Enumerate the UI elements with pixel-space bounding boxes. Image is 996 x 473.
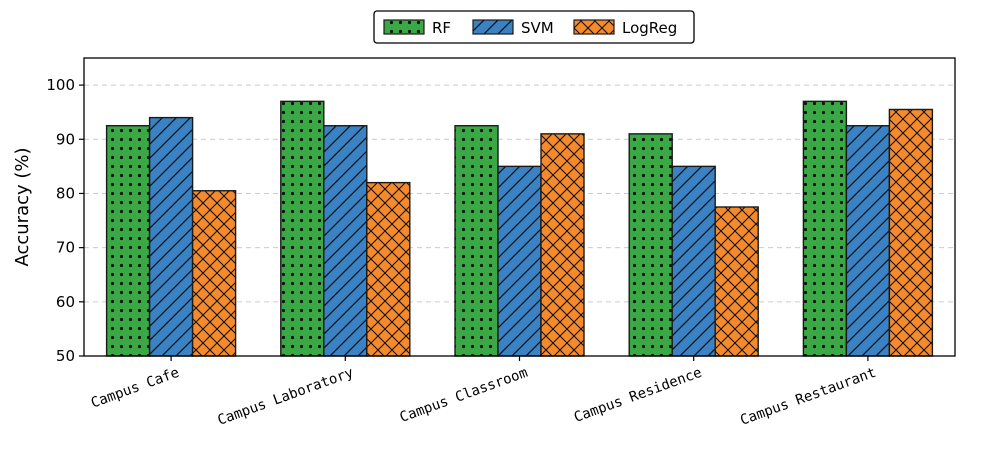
legend-label: RF: [432, 19, 451, 37]
y-tick-label: 100: [46, 76, 75, 94]
bars: [105, 100, 934, 357]
bar-hatch: [366, 181, 411, 357]
y-axis-title: Accuracy (%): [12, 147, 33, 266]
bar-logreg-1: [191, 190, 237, 357]
bar-hatch: [454, 125, 499, 357]
legend-box: [373, 10, 695, 44]
y-tick-label: 50: [56, 347, 75, 365]
bar-hatch: [714, 206, 759, 357]
bar-rf-1: [105, 125, 151, 357]
bar-hatch: [323, 125, 368, 357]
bar-svm-2: [323, 125, 368, 357]
bar-svm-3: [497, 165, 542, 357]
legend-item-svm: SVM: [472, 19, 554, 37]
bar-hatch: [628, 133, 673, 357]
bar-hatch: [671, 165, 716, 357]
x-tick-label: Campus Restaurant: [738, 365, 878, 429]
bar-hatch: [802, 100, 848, 357]
x-tick-label: Campus Cafe: [89, 365, 182, 412]
bar-hatch: [105, 125, 151, 357]
y-axis: 50 60 70 80 90 100: [46, 76, 84, 365]
legend: RF SVM LogReg: [373, 10, 695, 44]
bar-rf-2: [280, 100, 325, 357]
legend-label: LogReg: [622, 19, 677, 37]
y-tick-label: 80: [56, 184, 75, 202]
legend-item-rf: RF: [383, 19, 451, 37]
bar-svm-4: [671, 165, 716, 357]
bar-rf-3: [454, 125, 499, 357]
bar-hatch: [191, 190, 237, 357]
bar-svm-1: [148, 116, 194, 357]
legend-label: SVM: [521, 19, 554, 37]
bar-logreg-2: [366, 181, 411, 357]
bar-hatch: [540, 133, 585, 357]
x-axis: Campus Cafe Campus Laboratory Campus Class…: [89, 356, 878, 429]
bar-hatch: [845, 125, 891, 357]
bar-hatch: [148, 116, 194, 357]
y-tick-label: 60: [56, 293, 75, 311]
bar-logreg-5: [888, 108, 934, 357]
legend-swatch-hatch: [573, 19, 615, 35]
legend-item-logreg: LogReg: [573, 19, 677, 37]
bar-svm-5: [845, 125, 891, 357]
bar-rf-5: [802, 100, 848, 357]
legend-swatch-hatch: [472, 19, 514, 35]
x-tick-label: Campus Laboratory: [216, 365, 356, 429]
bar-logreg-3: [540, 133, 585, 357]
bar-hatch: [280, 100, 325, 357]
y-tick-label: 90: [56, 130, 75, 148]
y-tick-label: 70: [56, 239, 75, 257]
x-tick-label: Campus Residence: [572, 365, 704, 426]
legend-swatch-hatch: [383, 19, 425, 35]
bar-hatch: [888, 108, 934, 357]
bar-rf-4: [628, 133, 673, 357]
bar-logreg-4: [714, 206, 759, 357]
x-tick-label: Campus Classroom: [398, 365, 530, 426]
bar-hatch: [497, 165, 542, 357]
